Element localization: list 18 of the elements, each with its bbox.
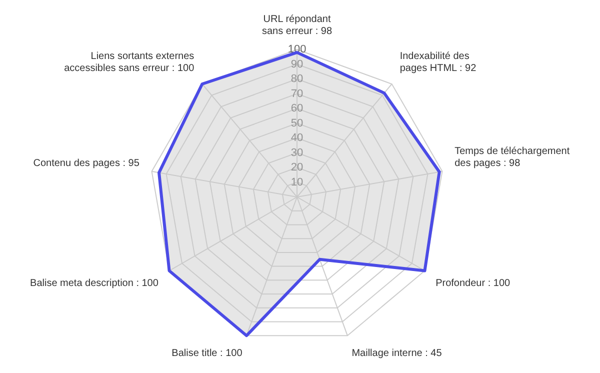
spoke-label: Balise title : 100	[172, 348, 243, 360]
spoke-label: URL répondant sans erreur : 98	[262, 14, 332, 37]
spoke-label: Balise meta description : 100	[30, 278, 159, 289]
y-tick-label: 20	[290, 162, 304, 174]
y-tick-label: 30	[290, 146, 304, 159]
y-tick-label: 70	[290, 88, 304, 100]
y-tick-label: 80	[290, 73, 304, 86]
y-tick-label: 90	[290, 58, 304, 70]
spoke-label: Temps de téléchargement des pages : 98	[454, 146, 570, 169]
y-tick-label: 60	[290, 102, 304, 115]
spoke-label: Contenu des pages : 95	[33, 158, 140, 169]
spoke-label: Profondeur : 100	[436, 278, 510, 289]
spoke-label: Liens sortants externes accessibles sans erreur : 100	[64, 51, 195, 74]
spoke-label: Indexabilité des pages HTML : 92	[400, 51, 477, 74]
y-tick-label: 50	[290, 117, 304, 130]
y-tick-label: 40	[290, 132, 304, 144]
y-tick-label: 10	[290, 176, 304, 188]
spoke-label: Maillage interne : 45	[352, 348, 442, 360]
